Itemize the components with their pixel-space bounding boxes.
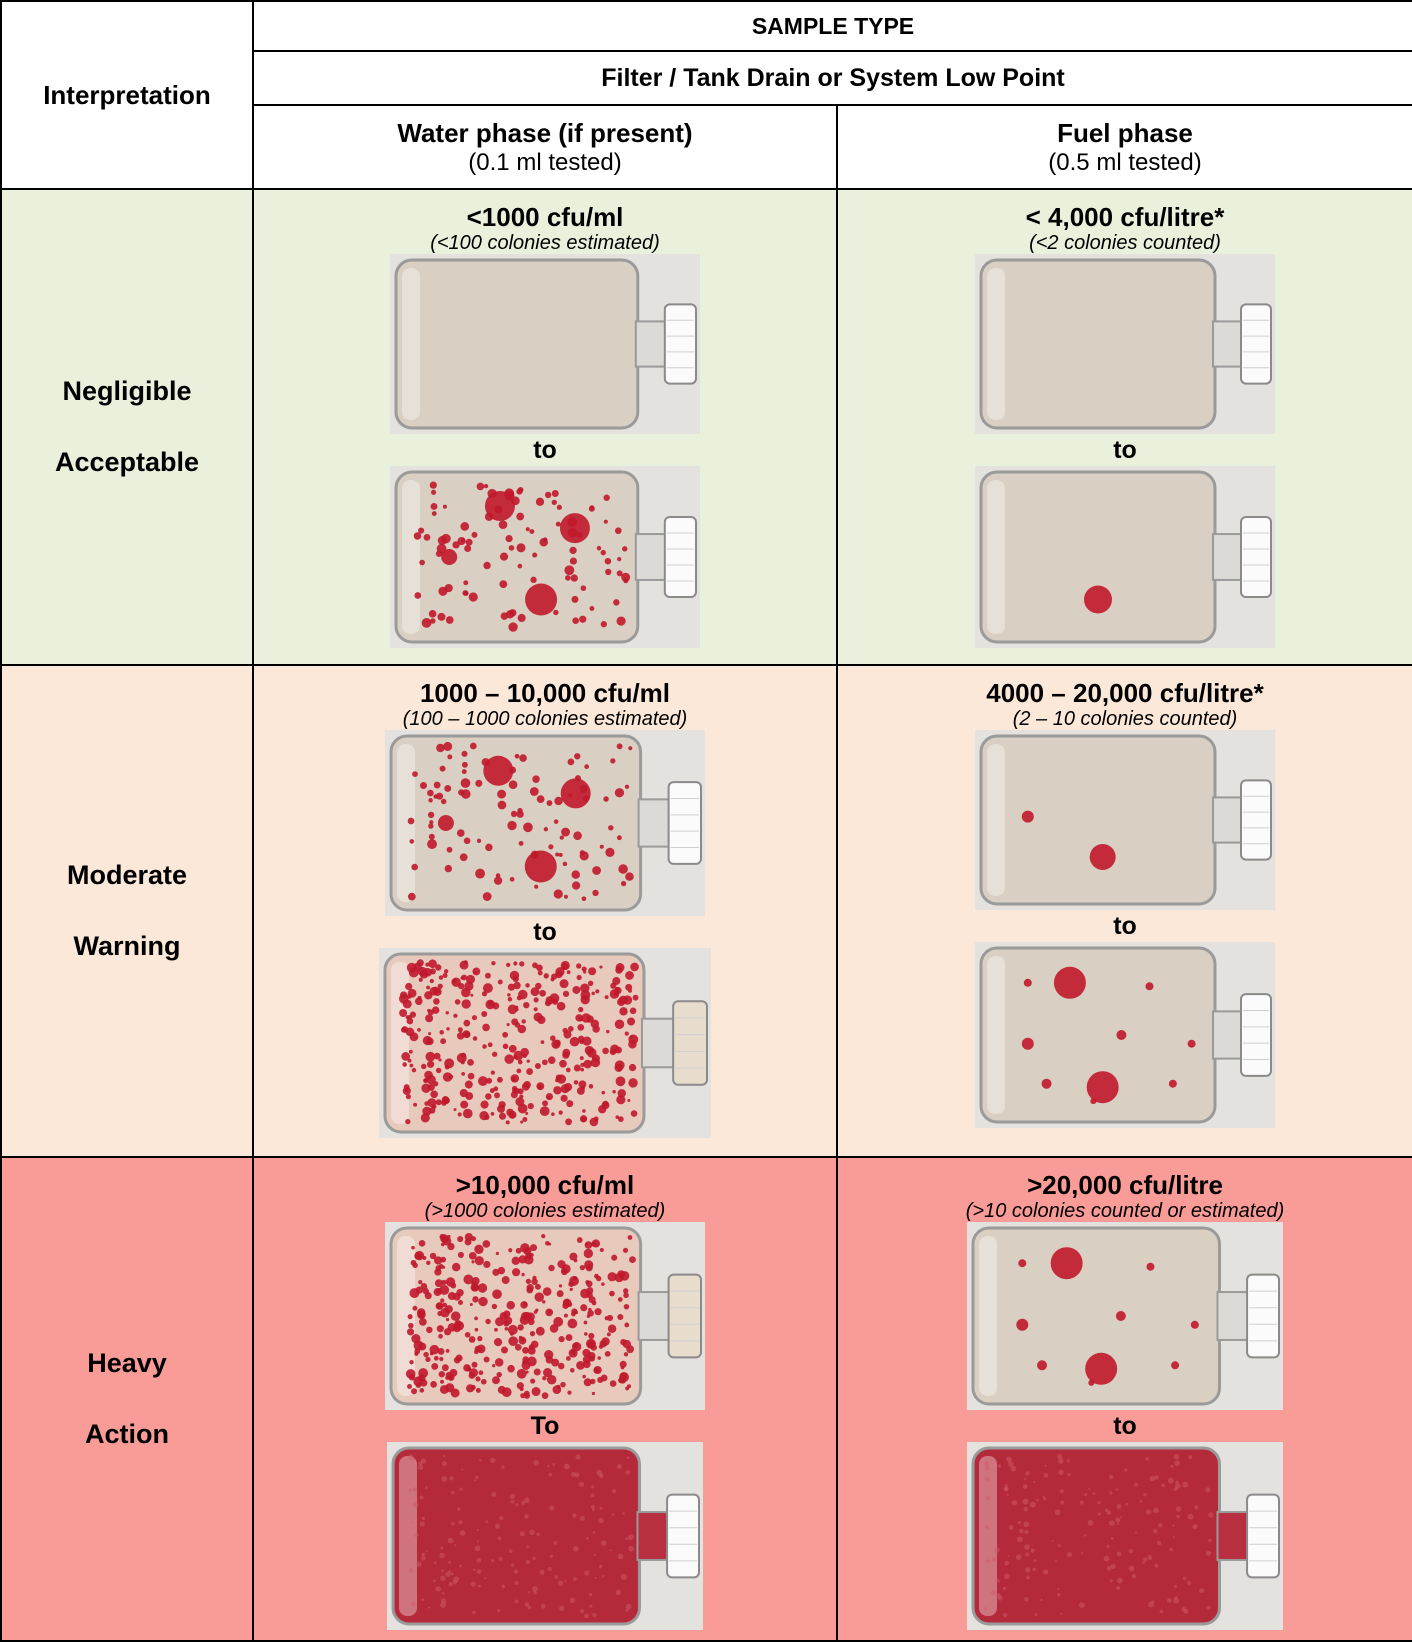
water-level: <1000 cfu/ml bbox=[466, 202, 624, 232]
interpretation-moderate: Moderate Warning bbox=[0, 664, 254, 1158]
fuel-phase-title: Fuel phase bbox=[1057, 118, 1193, 148]
culture-bottle-image bbox=[379, 948, 711, 1138]
culture-bottle-image bbox=[385, 1222, 705, 1410]
fuel-phase-subtitle: (0.5 ml tested) bbox=[1048, 149, 1202, 176]
culture-bottle-image bbox=[975, 466, 1275, 648]
to-label: to bbox=[1113, 436, 1137, 464]
fuel-cell-moderate: 4000 – 20,000 cfu/litre* (2 – 10 colonie… bbox=[836, 664, 1412, 1158]
water-phase-subtitle: (0.1 ml tested) bbox=[468, 149, 622, 176]
fuel-cell-negligible: < 4,000 cfu/litre* (<2 colonies counted)… bbox=[836, 188, 1412, 666]
interp-label-secondary: Acceptable bbox=[54, 447, 200, 477]
fuel-level: < 4,000 cfu/litre* bbox=[1025, 202, 1225, 232]
location-header: Filter / Tank Drain or System Low Point bbox=[252, 50, 1412, 106]
fuel-level: >20,000 cfu/litre bbox=[1027, 1170, 1223, 1200]
interp-label-secondary: Warning bbox=[73, 931, 181, 961]
culture-bottle-image bbox=[967, 1222, 1283, 1410]
culture-bottle-image bbox=[390, 254, 700, 434]
fuel-note: (<2 colonies counted) bbox=[1029, 232, 1221, 254]
culture-bottle-image bbox=[975, 730, 1275, 910]
interp-label-secondary: Action bbox=[85, 1419, 169, 1449]
to-label: to bbox=[533, 436, 557, 464]
culture-bottle-image bbox=[387, 1442, 703, 1630]
sample-type-header: SAMPLE TYPE bbox=[252, 0, 1412, 52]
row-moderate: Moderate Warning 1000 – 10,000 cfu/ml (1… bbox=[0, 664, 1412, 1158]
row-negligible: Negligible Acceptable <1000 cfu/ml (<100… bbox=[0, 188, 1412, 666]
interp-label-primary: Heavy bbox=[87, 1348, 167, 1378]
culture-bottle-image bbox=[385, 730, 705, 916]
water-phase-title: Water phase (if present) bbox=[397, 118, 693, 148]
to-label: to bbox=[1113, 912, 1137, 940]
culture-bottle-image bbox=[390, 466, 700, 648]
interpretation-header: Interpretation bbox=[0, 0, 254, 190]
water-cell-heavy: >10,000 cfu/ml (>1000 colonies estimated… bbox=[252, 1156, 838, 1642]
interp-label-primary: Negligible bbox=[62, 376, 192, 406]
water-cell-moderate: 1000 – 10,000 cfu/ml (100 – 1000 colonie… bbox=[252, 664, 838, 1158]
water-cell-negligible: <1000 cfu/ml (<100 colonies estimated) t… bbox=[252, 188, 838, 666]
fuel-note: (>10 colonies counted or estimated) bbox=[965, 1200, 1285, 1222]
water-note: (>1000 colonies estimated) bbox=[424, 1200, 666, 1222]
water-note: (100 – 1000 colonies estimated) bbox=[402, 708, 688, 730]
to-label: To bbox=[530, 1412, 560, 1440]
culture-bottle-image bbox=[967, 1442, 1283, 1630]
to-label: to bbox=[533, 918, 557, 946]
fuel-phase-header: Fuel phase (0.5 ml tested) bbox=[836, 104, 1412, 190]
water-level: 1000 – 10,000 cfu/ml bbox=[419, 678, 671, 708]
interpretation-negligible: Negligible Acceptable bbox=[0, 188, 254, 666]
row-heavy: Heavy Action >10,000 cfu/ml (>1000 colon… bbox=[0, 1156, 1412, 1642]
fuel-cell-heavy: >20,000 cfu/litre (>10 colonies counted … bbox=[836, 1156, 1412, 1642]
fuel-note: (2 – 10 colonies counted) bbox=[1012, 708, 1238, 730]
water-note: (<100 colonies estimated) bbox=[430, 232, 660, 254]
culture-bottle-image bbox=[975, 254, 1275, 434]
interp-label-primary: Moderate bbox=[66, 860, 188, 890]
fuel-level: 4000 – 20,000 cfu/litre* bbox=[986, 678, 1264, 708]
water-phase-header: Water phase (if present) (0.1 ml tested) bbox=[252, 104, 838, 190]
interpretation-heavy: Heavy Action bbox=[0, 1156, 254, 1642]
water-level: >10,000 cfu/ml bbox=[455, 1170, 635, 1200]
to-label: to bbox=[1113, 1412, 1137, 1440]
culture-bottle-image bbox=[975, 942, 1275, 1128]
